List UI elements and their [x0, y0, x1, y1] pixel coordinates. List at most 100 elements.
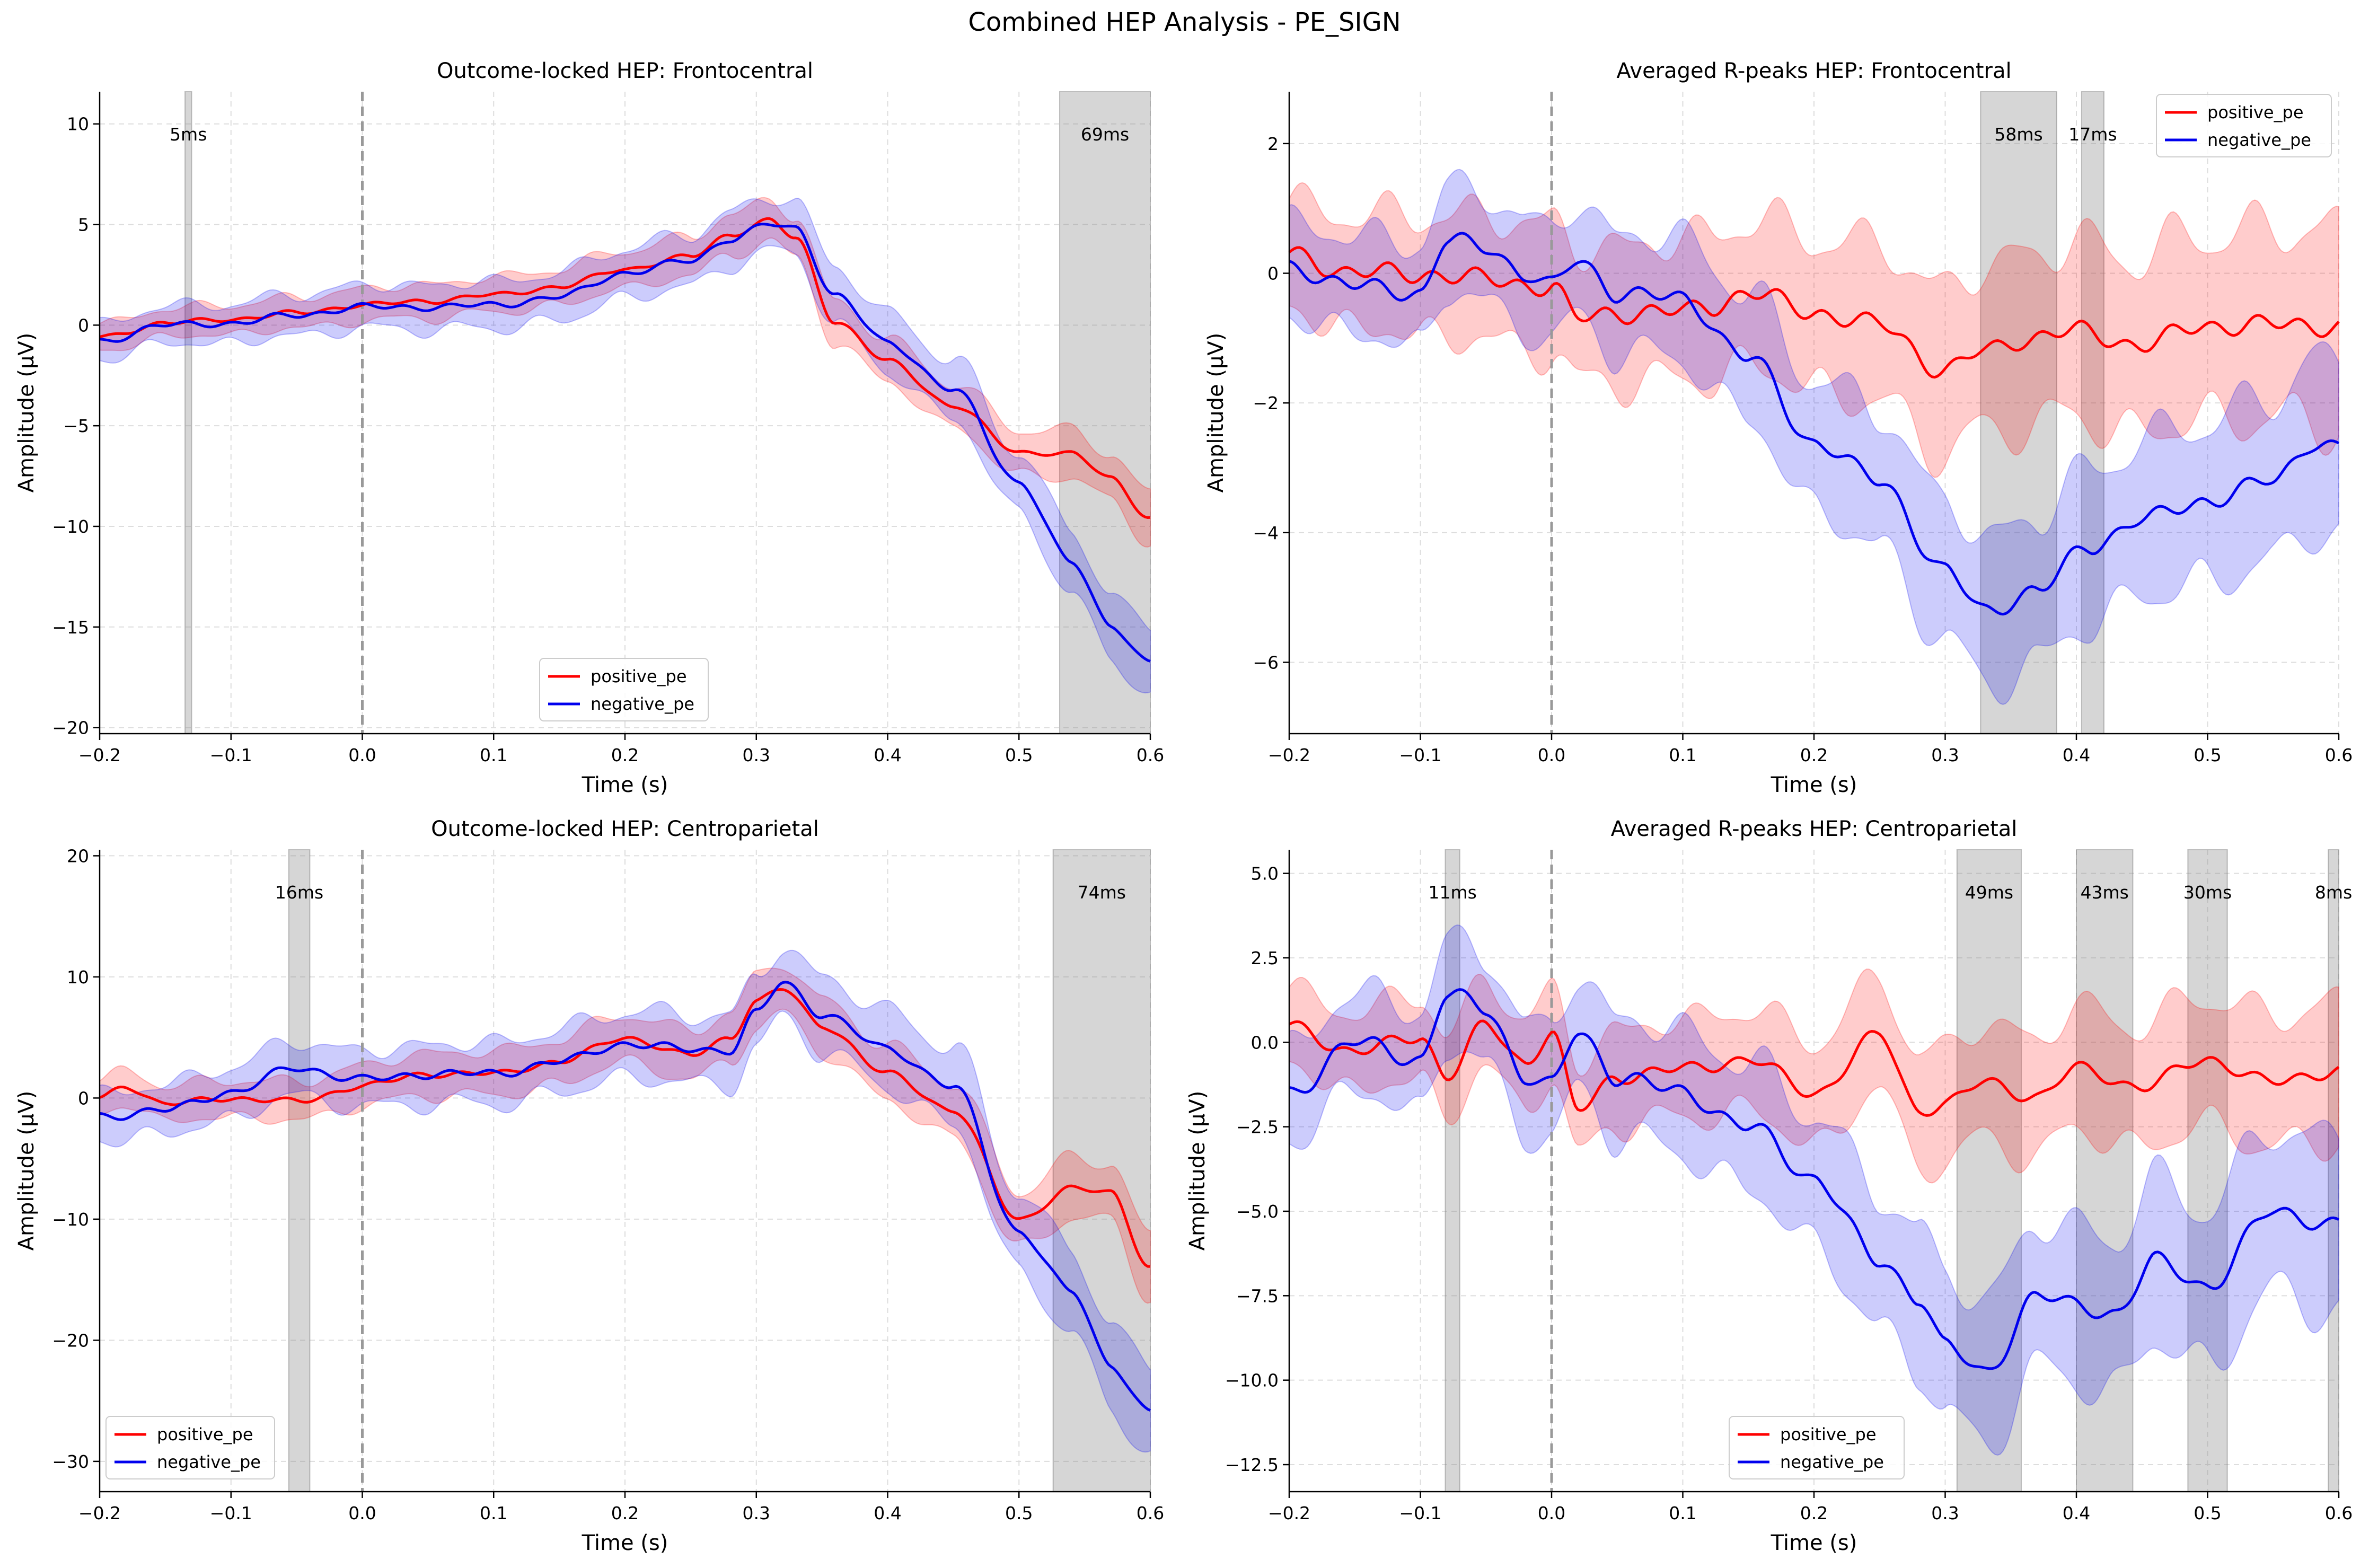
- panel0-ytick-label-1: −15: [52, 617, 89, 638]
- panel1-legend: positive_pe negative_pe: [2156, 94, 2332, 157]
- panel3-sig-label-0: 11ms: [1428, 882, 1476, 903]
- panel2-band-positive_pe: [99, 967, 1151, 1304]
- panel2-sig-label-0: 16ms: [275, 882, 323, 903]
- panel-rpeaks-centroparietal: 11ms 49ms 43ms 30ms 8ms −0.2 −0.1 0.0 0.1 0.2 0.3 0…: [1185, 817, 2353, 1555]
- panel2-sig-region-1: [1052, 849, 1151, 1492]
- panel0-sig-label-1: 69ms: [1081, 124, 1129, 145]
- panel2-ytick-label-5: 20: [67, 845, 89, 866]
- panel3-sig-region-0: [1445, 849, 1460, 1492]
- panel0-ytick-label-0: −20: [52, 718, 89, 738]
- panel2-xtick-label-6: 0.4: [874, 1503, 901, 1523]
- panel3-line-negative_pe: [1289, 988, 2340, 1370]
- panel0-line-negative_pe: [99, 223, 1151, 663]
- panel3-sig-region-1: [1956, 849, 2022, 1492]
- panel2-ytick-label-2: −10: [52, 1209, 89, 1230]
- panel0-xtick-label-3: 0.1: [480, 745, 507, 765]
- panel1-xtick-label-8: 0.6: [2325, 745, 2353, 765]
- panel1-xtick-label-6: 0.4: [2063, 745, 2090, 765]
- panel3-sig-region-2: [2076, 849, 2134, 1492]
- panel1-xtick-label-7: 0.5: [2194, 745, 2221, 765]
- panel2-sig-label-1: 74ms: [1078, 882, 1126, 903]
- panel2-legend-label-positive_pe: positive_pe: [157, 1424, 253, 1444]
- panel2-xtick-label-2: 0.0: [348, 1503, 376, 1523]
- panel1-xtick-label-3: 0.1: [1669, 745, 1696, 765]
- panel0-title: Outcome-locked HEP: Frontocentral: [437, 59, 813, 83]
- panel2-xtick-label-7: 0.5: [1005, 1503, 1033, 1523]
- panel0-xtick-label-0: −0.2: [78, 745, 121, 765]
- panel0-xtick-label-7: 0.5: [1005, 745, 1033, 765]
- panel3-xtick-label-1: −0.1: [1399, 1503, 1441, 1523]
- panel1-sig-label-0: 58ms: [1994, 124, 2042, 145]
- panel3-ylabel: Amplitude (μV): [1185, 1091, 1210, 1251]
- panel-outcome-centroparietal: 16ms 74ms −0.2 −0.1 0.0 0.1 0.2 0.3 0.4 0.5 0.6 −30…: [14, 817, 1164, 1555]
- panel0-legend-label-positive_pe: positive_pe: [591, 666, 687, 686]
- panel3-xtick-label-8: 0.6: [2325, 1503, 2353, 1523]
- panel3-ytick-label-1: −10.0: [1225, 1370, 1279, 1391]
- panel0-legend-box: [539, 658, 709, 721]
- panel2-xtick-label-4: 0.2: [611, 1503, 639, 1523]
- panel3-legend: positive_pe negative_pe: [1729, 1416, 1905, 1479]
- panel3-sig-label-4: 8ms: [2315, 882, 2352, 903]
- panel1-sig-region-0: [1980, 91, 2057, 734]
- panel2-title: Outcome-locked HEP: Centroparietal: [431, 817, 819, 841]
- panel3-ytick-label-7: 5.0: [1251, 864, 1279, 884]
- panel1-legend-label-negative_pe: negative_pe: [2207, 130, 2311, 150]
- panel3-ytick-label-4: −2.5: [1236, 1117, 1279, 1138]
- panel3-legend-label-negative_pe: negative_pe: [1780, 1452, 1884, 1472]
- panel2-ytick-label-4: 10: [67, 967, 89, 988]
- panel1-xlabel: Time (s): [1771, 773, 1857, 797]
- panel3-ytick-label-5: 0.0: [1251, 1032, 1279, 1053]
- panel2-line-negative_pe: [99, 981, 1151, 1412]
- panel0-xtick-label-5: 0.3: [743, 745, 770, 765]
- panel1-ylabel: Amplitude (μV): [1204, 333, 1228, 493]
- panel1-legend-label-positive_pe: positive_pe: [2207, 102, 2304, 122]
- panel2-xtick-label-5: 0.3: [743, 1503, 770, 1523]
- panel2-xtick-label-0: −0.2: [78, 1503, 121, 1523]
- panel3-xtick-label-5: 0.3: [1931, 1503, 1959, 1523]
- panel0-sig-region-0: [184, 91, 192, 734]
- panel3-sig-label-3: 30ms: [2183, 882, 2232, 903]
- panel2-xtick-label-3: 0.1: [480, 1503, 507, 1523]
- panel3-xtick-label-2: 0.0: [1538, 1503, 1565, 1523]
- panel3-ytick-label-0: −12.5: [1225, 1455, 1279, 1475]
- panel0-legend-label-negative_pe: negative_pe: [591, 694, 694, 714]
- panel3-band-positive_pe: [1289, 968, 2339, 1184]
- panel1-ytick-label-2: −2: [1253, 393, 1279, 413]
- panel0-sig-region-1: [1059, 91, 1151, 734]
- panel0-xtick-label-1: −0.1: [210, 745, 252, 765]
- panel0-ytick-label-2: −10: [52, 516, 89, 537]
- panel1-xtick-label-5: 0.3: [1931, 745, 1959, 765]
- panel2-legend-label-negative_pe: negative_pe: [157, 1452, 261, 1472]
- panel0-ytick-label-6: 10: [67, 114, 89, 135]
- panel1-xtick-label-4: 0.2: [1800, 745, 1828, 765]
- panel2-xtick-label-1: −0.1: [210, 1503, 252, 1523]
- panel1-sig-label-1: 17ms: [2068, 124, 2117, 145]
- panel0-xlabel: Time (s): [582, 773, 668, 797]
- panel3-ytick-label-3: −5.0: [1236, 1201, 1279, 1222]
- panel0-band-positive_pe: [99, 197, 1151, 548]
- panel3-sig-region-3: [2187, 849, 2228, 1492]
- panel3-legend-box: [1729, 1416, 1905, 1479]
- panel3-sig-label-2: 43ms: [2081, 882, 2129, 903]
- panel0-sig-label-0: 5ms: [170, 124, 207, 145]
- panel3-line-positive_pe: [1288, 1019, 2340, 1117]
- panel0-ytick-label-5: 5: [78, 215, 89, 235]
- panel3-title: Averaged R-peaks HEP: Centroparietal: [1611, 817, 2018, 841]
- panel2-ytick-label-0: −30: [52, 1451, 89, 1472]
- panel3-xlabel: Time (s): [1771, 1531, 1857, 1555]
- panel2-legend: positive_pe negative_pe: [105, 1416, 275, 1479]
- panel1-xtick-label-1: −0.1: [1399, 745, 1441, 765]
- panel-rpeaks-frontocentral: 58ms 17ms −0.2 −0.1 0.0 0.1 0.2 0.3 0.4 0.5 0.6 −6 −…: [1204, 59, 2353, 797]
- panel1-line-positive_pe: [1288, 246, 2340, 379]
- panel1-ytick-label-1: −4: [1253, 523, 1279, 543]
- panel3-ytick-label-6: 2.5: [1251, 948, 1279, 968]
- panel0-xtick-label-4: 0.2: [611, 745, 639, 765]
- panel0-ylabel: Amplitude (μV): [14, 333, 39, 493]
- figure-title: Combined HEP Analysis - PE_SIGN: [968, 7, 1401, 37]
- panel3-xtick-label-7: 0.5: [2194, 1503, 2221, 1523]
- panel3-ytick-label-2: −7.5: [1236, 1285, 1279, 1306]
- panel3-sig-label-1: 49ms: [1965, 882, 2013, 903]
- panel0-xtick-label-2: 0.0: [348, 745, 376, 765]
- panel1-xtick-label-0: −0.2: [1268, 745, 1310, 765]
